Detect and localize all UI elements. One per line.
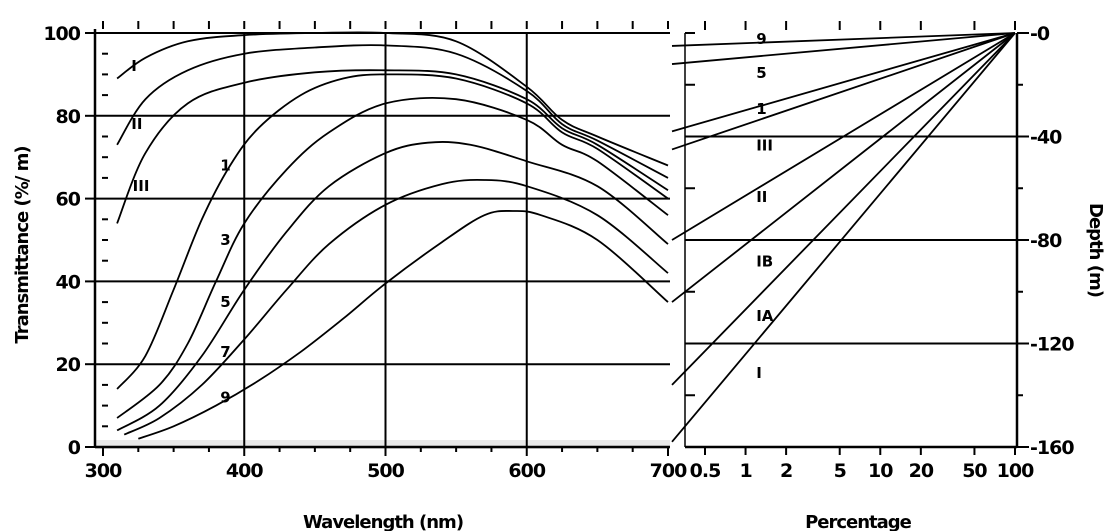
- left-y-tick-label: 0: [68, 437, 81, 459]
- right-x-tick-label: 100: [997, 460, 1034, 482]
- left-curve-label: 3: [220, 231, 230, 249]
- left-curve-label: I: [131, 57, 137, 75]
- right-curve-label: 9: [756, 30, 766, 48]
- right-axis-ticks: [685, 21, 1029, 455]
- left-x-tick-label: 400: [226, 460, 263, 482]
- right-curve: [671, 32, 1016, 443]
- right-curve-label: IA: [756, 307, 774, 325]
- left-x-tick-label: 700: [650, 460, 687, 482]
- right-curve-label: 5: [756, 64, 766, 82]
- right-x-tick-label: 1: [739, 460, 751, 482]
- left-x-axis-title: Wavelength (nm): [303, 512, 463, 531]
- right-x-tick-label: 50: [962, 460, 987, 482]
- left-curve-label: III: [133, 177, 150, 195]
- right-x-tick-label: 2: [780, 460, 792, 482]
- left-curve: [116, 31, 669, 167]
- right-curve-label: IB: [756, 253, 773, 271]
- left-curve: [116, 96, 669, 419]
- left-y-tick-label: 20: [56, 354, 81, 376]
- left-curve-label: 9: [220, 388, 230, 406]
- right-x-tick-label: 10: [868, 460, 893, 482]
- right-x-tick-label: 0.5: [690, 460, 721, 482]
- left-curve-label: 7: [220, 343, 230, 361]
- left-x-tick-label: 600: [508, 460, 545, 482]
- left-y-tick-label: 80: [56, 106, 81, 128]
- right-y-tick-label: -120: [1030, 334, 1074, 356]
- right-y-axis-title: Depth (m): [1085, 203, 1105, 297]
- right-curve: [671, 32, 1016, 241]
- left-curve: [116, 69, 669, 224]
- right-y-tick-label: -40: [1030, 127, 1062, 149]
- left-axis-ticks: [85, 21, 669, 456]
- left-curve: [116, 141, 669, 432]
- right-curve: [671, 32, 1016, 303]
- left-tick-labels: 300 400 500 600 700 0 20 40 60 80 100: [43, 23, 688, 482]
- left-curves: [116, 31, 669, 440]
- right-x-tick-label: 5: [834, 460, 846, 482]
- left-x-tick-label: 300: [85, 460, 122, 482]
- right-curve-label: III: [756, 136, 773, 154]
- left-curve-label: II: [131, 115, 142, 133]
- left-y-axis-title: Transmittance (%/ m): [12, 146, 33, 343]
- right-tick-labels: 0.5 1 2 5 10 20 50 100 -0 -40 -80 -120 -160: [690, 23, 1076, 482]
- right-y-tick-label: -80: [1030, 230, 1062, 252]
- right-y-tick-label: -0: [1030, 23, 1050, 45]
- right-x-axis-title: Percentage: [805, 512, 912, 531]
- right-x-tick-label: 20: [909, 460, 934, 482]
- left-y-tick-label: 40: [56, 271, 81, 293]
- left-curve-label: 5: [220, 293, 230, 311]
- right-curve: [671, 32, 1016, 133]
- right-curve: [671, 32, 1016, 47]
- right-y-tick-label: -160: [1030, 437, 1074, 459]
- left-y-tick-label: 60: [56, 189, 81, 211]
- left-curve: [138, 210, 669, 440]
- left-curve: [123, 178, 669, 436]
- right-curve: [671, 32, 1016, 151]
- right-curve: [671, 32, 1016, 65]
- right-grid: [684, 33, 1019, 449]
- right-curve-label: 1: [756, 100, 766, 118]
- right-curve-label: I: [756, 364, 762, 382]
- left-grid: [93, 29, 670, 449]
- right-curve-label: II: [756, 188, 767, 206]
- right-curve: [671, 32, 1016, 386]
- left-curve-label: 1: [220, 156, 230, 174]
- left-y-tick-label: 100: [43, 23, 80, 45]
- left-x-tick-label: 500: [367, 460, 404, 482]
- right-curves: [671, 32, 1016, 443]
- left-curve: [116, 44, 669, 179]
- left-plot-background: [95, 440, 670, 449]
- left-curve: [116, 73, 669, 390]
